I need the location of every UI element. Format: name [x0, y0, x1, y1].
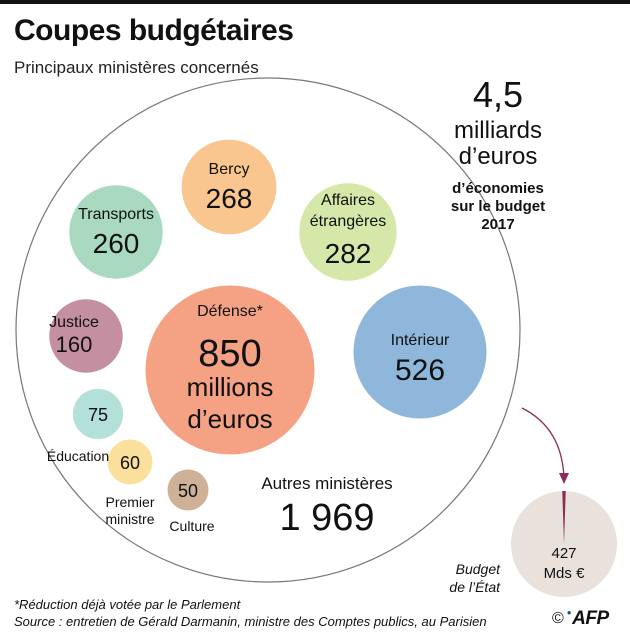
bubbles-group: [49, 139, 487, 511]
state-budget-unit: Mds €: [544, 565, 586, 582]
total-caption-1: d’économies: [452, 180, 544, 197]
label-culture: Culture: [169, 518, 214, 534]
bubble-bercy: [181, 139, 277, 235]
total-caption-3: 2017: [481, 216, 514, 233]
state-budget-cut-slice: [562, 491, 566, 544]
copyright-symbol: ©: [552, 610, 564, 627]
footnote: *Réduction déjà votée par le Parlement: [14, 597, 241, 612]
bubble-premier-ministre: [107, 439, 153, 485]
label-education: Éducation: [47, 448, 109, 464]
total-caption-2: sur le budget: [451, 198, 545, 215]
total-unit-1: milliards: [454, 117, 542, 144]
bubble-interieur: [353, 285, 487, 419]
afp-logo: AFP: [567, 608, 609, 630]
chart-subtitle: Principaux ministères concernés: [14, 58, 259, 77]
value-transports: 260: [93, 228, 140, 259]
label-defense: Défense*: [197, 303, 263, 320]
bubble-justice: [49, 299, 123, 373]
value-bercy: 268: [206, 183, 253, 214]
label-interieur: Intérieur: [391, 332, 450, 349]
value-defense-unit-1: millions: [187, 372, 274, 402]
state-budget-value: 427: [551, 545, 576, 562]
labels-group: Défense*850millionsd’eurosIntérieur526Af…: [47, 74, 585, 595]
afp-credit: © AFP: [552, 608, 609, 630]
source-note: Source : entretien de Gérald Darmanin, m…: [14, 614, 487, 629]
bubble-affaires-etrangeres: [299, 183, 397, 281]
total-unit-2: d’euros: [459, 143, 538, 170]
arrow-head: [559, 473, 569, 484]
value-interieur: 526: [395, 354, 445, 387]
value-premier-ministre: 60: [120, 453, 140, 473]
value-affaires-etrangeres: 282: [325, 238, 372, 269]
bubble-culture: [167, 469, 209, 511]
label-transports: Transports: [78, 206, 154, 223]
value-defense-unit-2: d’euros: [187, 404, 272, 434]
outer-total-circle: [15, 77, 521, 583]
bubble-transports: [69, 185, 163, 279]
total-value: 4,5: [473, 74, 523, 115]
state-budget-group: [511, 491, 617, 597]
bubble-education: [72, 388, 124, 440]
top-bar: [0, 0, 630, 4]
label-affaires-etrangeres-1: Affaires: [321, 192, 375, 209]
label-justice: Justice: [49, 314, 99, 331]
value-defense: 850: [198, 333, 261, 375]
label-premier-ministre-1: Premier: [105, 494, 154, 510]
state-budget-label-1: Budget: [456, 561, 501, 577]
value-education: 75: [88, 405, 108, 425]
label-affaires-etrangeres-2: étrangères: [310, 213, 387, 230]
bubble-defense: [145, 285, 315, 455]
label-premier-ministre-2: ministre: [105, 511, 154, 527]
state-budget-label-2: de l’État: [449, 579, 501, 595]
arrow-to-budget: [521, 407, 565, 479]
chart-title: Coupes budgétaires: [14, 14, 294, 47]
label-autres-ministeres: Autres ministères: [261, 474, 392, 493]
label-bercy: Bercy: [209, 161, 250, 178]
value-autres-ministeres: 1 969: [279, 497, 374, 539]
value-justice: 160: [56, 332, 93, 357]
value-culture: 50: [178, 481, 198, 501]
